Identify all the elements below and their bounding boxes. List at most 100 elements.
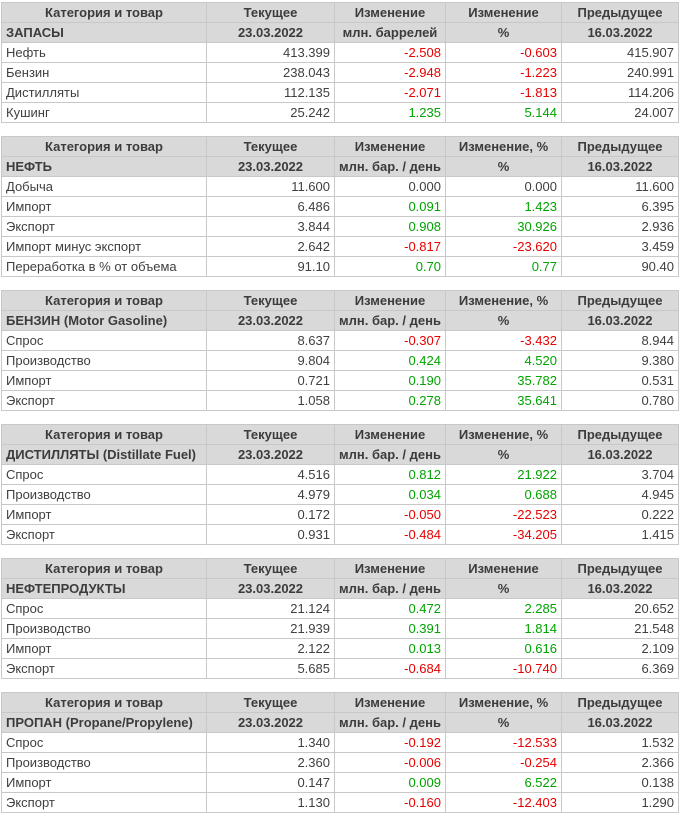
data-table-5: Категория и товар Текущее Изменение Изменен… bbox=[1, 558, 679, 679]
cell-previous: 6.395 bbox=[561, 196, 679, 217]
cell-change-pct: 35.782 bbox=[445, 370, 562, 391]
column-header-category: Категория и товар bbox=[1, 692, 207, 713]
cell-change-pct: 30.926 bbox=[445, 216, 562, 237]
cell-change-pct: -34.205 bbox=[445, 524, 562, 545]
column-header-previous: Предыдущее bbox=[561, 136, 679, 157]
cell-current: 1.340 bbox=[206, 732, 335, 753]
subheader-change-pct: % bbox=[445, 156, 562, 177]
cell-previous: 21.548 bbox=[561, 618, 679, 639]
cell-change: 0.391 bbox=[334, 618, 446, 639]
cell-current: 25.242 bbox=[206, 102, 335, 123]
subheader-current: 23.03.2022 bbox=[206, 444, 335, 465]
table-row: Спрос 1.340 -0.192 -12.533 1.532 bbox=[1, 732, 679, 753]
column-header-current: Текущее bbox=[206, 424, 335, 445]
table-row: Экспорт 3.844 0.908 30.926 2.936 bbox=[1, 216, 679, 237]
column-header-category: Категория и товар bbox=[1, 558, 207, 579]
column-header-category: Категория и товар bbox=[1, 2, 207, 23]
cell-current: 413.399 bbox=[206, 42, 335, 63]
subheader-row: ДИСТИЛЛЯТЫ (Distillate Fuel) 23.03.2022 мл… bbox=[1, 444, 679, 465]
cell-previous: 0.531 bbox=[561, 370, 679, 391]
cell-category: Экспорт bbox=[1, 792, 207, 813]
cell-previous: 114.206 bbox=[561, 82, 679, 103]
column-header-category: Категория и товар bbox=[1, 136, 207, 157]
cell-change: -0.684 bbox=[334, 658, 446, 679]
table-row: Экспорт 0.931 -0.484 -34.205 1.415 bbox=[1, 524, 679, 545]
column-header-previous: Предыдущее bbox=[561, 290, 679, 311]
header-row: Категория и товар Текущее Изменение Изменен… bbox=[1, 290, 679, 311]
cell-current: 112.135 bbox=[206, 82, 335, 103]
header-row: Категория и товар Текущее Изменение Изменен… bbox=[1, 692, 679, 713]
data-table-2: Категория и товар Текущее Изменение Изменен… bbox=[1, 136, 679, 277]
cell-category: Производство bbox=[1, 618, 207, 639]
cell-change-pct: -12.403 bbox=[445, 792, 562, 813]
cell-change: 0.278 bbox=[334, 390, 446, 411]
subheader-previous: 16.03.2022 bbox=[561, 22, 679, 43]
cell-current: 0.172 bbox=[206, 504, 335, 525]
subheader-current: 23.03.2022 bbox=[206, 578, 335, 599]
subheader-change-pct: % bbox=[445, 444, 562, 465]
subheader-change-pct: % bbox=[445, 22, 562, 43]
cell-previous: 0.138 bbox=[561, 772, 679, 793]
header-row: Категория и товар Текущее Изменение Изменен… bbox=[1, 136, 679, 157]
cell-previous: 0.780 bbox=[561, 390, 679, 411]
cell-previous: 415.907 bbox=[561, 42, 679, 63]
cell-current: 4.979 bbox=[206, 484, 335, 505]
cell-change-pct: -23.620 bbox=[445, 236, 562, 257]
cell-change-pct: 0.000 bbox=[445, 176, 562, 197]
cell-change: -0.160 bbox=[334, 792, 446, 813]
subheader-row: ЗАПАСЫ 23.03.2022 млн. баррелей% 16.03.2022 bbox=[1, 22, 679, 43]
cell-category: Производство bbox=[1, 350, 207, 371]
column-header-current: Текущее bbox=[206, 692, 335, 713]
cell-change-pct: 1.423 bbox=[445, 196, 562, 217]
cell-category: Импорт bbox=[1, 196, 207, 217]
data-table-6: Категория и товар Текущее Изменение Изменен… bbox=[1, 692, 679, 813]
cell-category: Импорт bbox=[1, 504, 207, 525]
column-header-change-pct: Изменение, % bbox=[445, 692, 562, 713]
column-header-category: Категория и товар bbox=[1, 290, 207, 311]
header-row: Категория и товар Текущее Изменение Изменен… bbox=[1, 2, 679, 23]
cell-change: 0.009 bbox=[334, 772, 446, 793]
subheader-row: НЕФТЬ 23.03.2022 млн. бар. / день% 16.03.20… bbox=[1, 156, 679, 177]
subheader-change: млн. бар. / день bbox=[334, 444, 446, 465]
cell-change: 0.70 bbox=[334, 256, 446, 277]
cell-current: 8.637 bbox=[206, 330, 335, 351]
petroleum-report: Категория и товар Текущее Изменение Изменен… bbox=[1, 2, 679, 813]
column-header-previous: Предыдущее bbox=[561, 424, 679, 445]
column-header-previous: Предыдущее bbox=[561, 558, 679, 579]
cell-change-pct: -12.533 bbox=[445, 732, 562, 753]
header-row: Категория и товар Текущее Изменение Изменен… bbox=[1, 558, 679, 579]
subheader-previous: 16.03.2022 bbox=[561, 578, 679, 599]
column-header-current: Текущее bbox=[206, 2, 335, 23]
cell-current: 2.642 bbox=[206, 236, 335, 257]
subheader-change: млн. бар. / день bbox=[334, 156, 446, 177]
column-header-current: Текущее bbox=[206, 290, 335, 311]
cell-change: -2.071 bbox=[334, 82, 446, 103]
table-row: Импорт 0.721 0.190 35.782 0.531 bbox=[1, 370, 679, 391]
cell-category: Импорт минус экспорт bbox=[1, 236, 207, 257]
cell-current: 11.600 bbox=[206, 176, 335, 197]
cell-change-pct: 5.144 bbox=[445, 102, 562, 123]
cell-current: 0.931 bbox=[206, 524, 335, 545]
subheader-change-pct: % bbox=[445, 310, 562, 331]
subheader-change: млн. бар. / день bbox=[334, 712, 446, 733]
cell-change: 0.812 bbox=[334, 464, 446, 485]
cell-current: 91.10 bbox=[206, 256, 335, 277]
subheader-category: ЗАПАСЫ bbox=[1, 22, 207, 43]
subheader-category: ПРОПАН (Propane/Propylene) bbox=[1, 712, 207, 733]
cell-change: -2.948 bbox=[334, 62, 446, 83]
cell-change-pct: 0.77 bbox=[445, 256, 562, 277]
subheader-previous: 16.03.2022 bbox=[561, 310, 679, 331]
table-row: Спрос 4.516 0.812 21.922 3.704 bbox=[1, 464, 679, 485]
cell-category: Производство bbox=[1, 484, 207, 505]
cell-change: 1.235 bbox=[334, 102, 446, 123]
cell-change: -0.006 bbox=[334, 752, 446, 773]
cell-category: Импорт bbox=[1, 370, 207, 391]
table-row: Переработка в % от объема 91.10 0.70 0.77 90… bbox=[1, 256, 679, 277]
cell-previous: 90.40 bbox=[561, 256, 679, 277]
cell-current: 0.721 bbox=[206, 370, 335, 391]
data-table-3: Категория и товар Текущее Изменение Изменен… bbox=[1, 290, 679, 411]
table-row: Производство 21.939 0.391 1.814 21.548 bbox=[1, 618, 679, 639]
cell-previous: 3.704 bbox=[561, 464, 679, 485]
subheader-row: БЕНЗИН (Motor Gasoline) 23.03.2022 млн. ба… bbox=[1, 310, 679, 331]
table-row: Импорт 0.147 0.009 6.522 0.138 bbox=[1, 772, 679, 793]
